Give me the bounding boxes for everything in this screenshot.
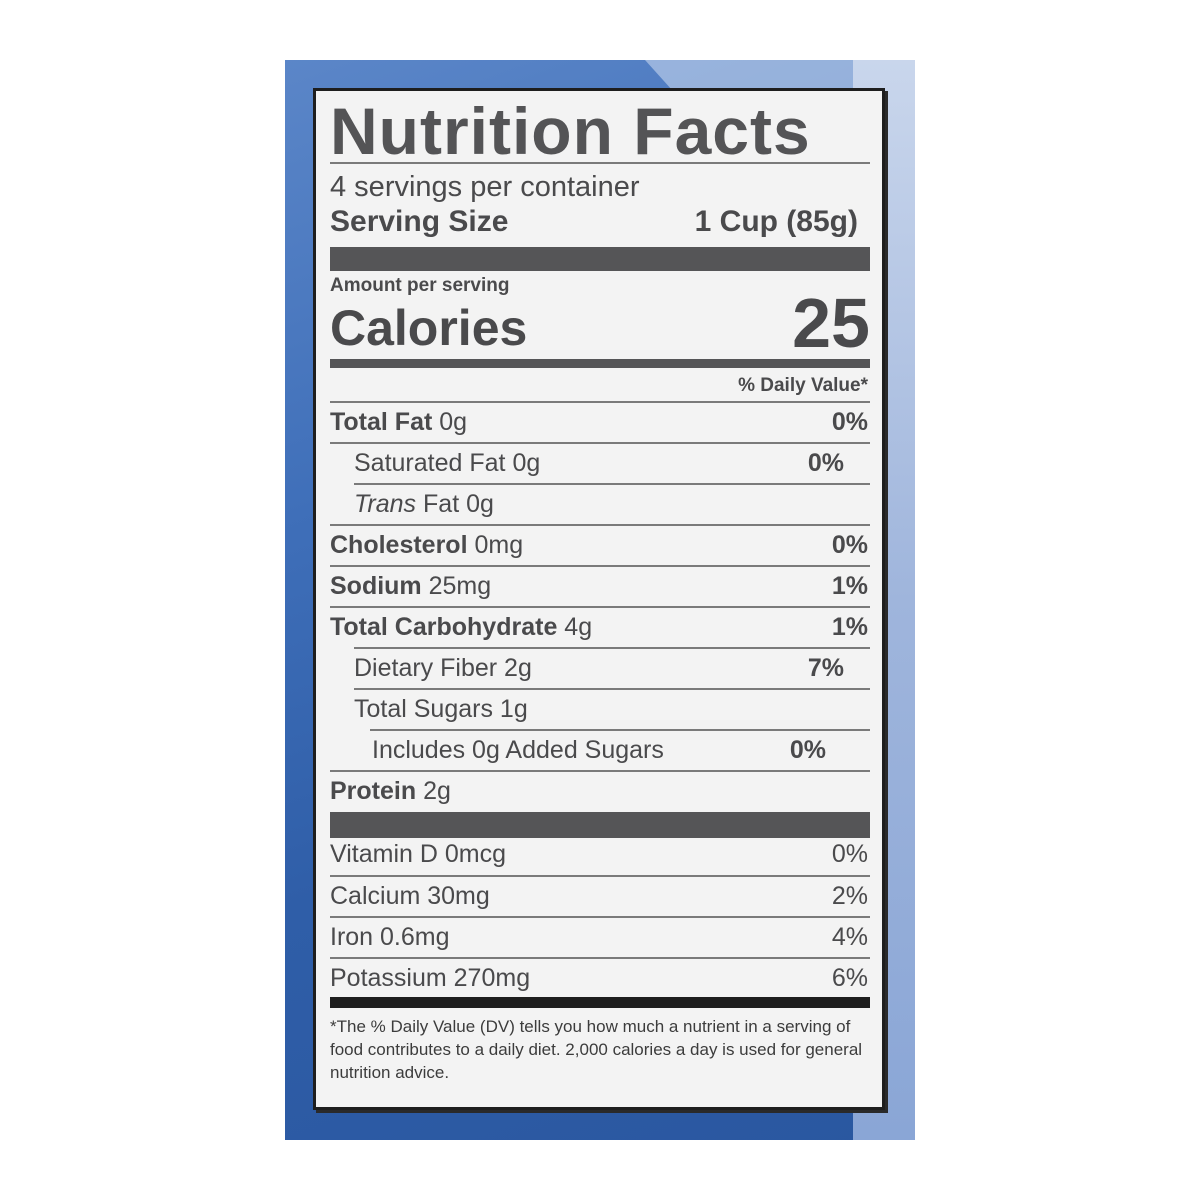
nutrient-row-cholesterol: Cholesterol 0mg 0% [330,525,868,566]
daily-value-header: % Daily Value* [738,375,868,396]
nutrient-row-trans-fat: Trans Fat 0g [330,484,868,525]
divider [354,688,870,690]
nutrient-name: Cholesterol [330,531,468,559]
nutrient-amount: 2g [423,777,451,805]
amount-per-serving: Amount per serving [330,275,510,296]
nutrient-name: Protein [330,777,417,805]
vitamin-row: Calcium 30mg 2% [330,876,868,917]
vitamin-row: Vitamin D 0mcg 0% [330,834,868,875]
nutrient-name: Total Carbohydrate [330,613,558,641]
nutrient-row-total-fat: Total Fat 0g 0% [330,402,868,443]
nutrient-dv: 0% [831,531,868,559]
divider [330,770,870,772]
footnote: *The % Daily Value (DV) tells you how mu… [330,1017,863,1082]
vitamin-dv: 4% [831,923,868,951]
nutrient-amount: 0g [512,449,541,477]
divider [354,647,870,649]
divider [330,957,870,959]
vitamin-name: Potassium 270mg [330,964,531,992]
divider [330,442,870,444]
vitamin-name: Vitamin D 0mcg [330,840,506,868]
nutrient-name: Total Sugars [354,695,493,723]
nutrient-dv: 0% [831,408,868,436]
divider [330,875,870,877]
nutrient-row-saturated-fat: Saturated Fat 0g 0% [330,443,868,484]
nutrient-amount: 2g [504,654,532,682]
nutrient-amount: 0g [439,408,468,436]
serving-size-label: Serving Size [330,205,509,238]
vitamin-row: Iron 0.6mg 4% [330,917,868,958]
medium-divider [330,997,870,1008]
vitamin-dv: 6% [831,964,868,992]
medium-divider [330,359,870,368]
calories-label: Calories [330,300,528,356]
nutrient-dv: 1% [831,572,868,600]
nutrient-amount: 4g [564,613,593,641]
nutrient-dv: 0% [789,736,826,764]
vitamin-dv: 2% [831,882,868,910]
nutrient-amount: 25mg [428,572,492,600]
divider [370,729,870,731]
nutrient-name: Total Fat [330,408,433,436]
divider [330,401,870,403]
nutrient-name: Dietary Fiber [354,654,498,682]
thick-divider [330,812,870,838]
nutrient-amount: Fat 0g [423,490,494,518]
nutrient-amount: 0mg [474,531,524,559]
serving-size-value: 1 Cup (85g) [694,205,858,238]
nutrient-name: Saturated Fat [354,449,506,477]
vitamin-name: Iron 0.6mg [330,923,450,951]
divider [354,483,870,485]
divider [330,162,870,164]
divider [330,565,870,567]
vitamin-row: Potassium 270mg 6% [330,958,868,999]
nutrient-row-total-carbohydrate: Total Carbohydrate 4g 1% [330,607,868,648]
nutrient-name: Trans [354,490,417,518]
nutrition-facts-label: Nutrition Facts 4 servings per container… [313,88,885,1110]
thick-divider [330,247,870,271]
nutrient-name: Includes 0g Added Sugars [372,736,664,764]
divider [330,524,870,526]
divider [330,606,870,608]
nutrient-dv: 1% [831,613,868,641]
nutrient-dv: 0% [807,449,844,477]
divider [330,916,870,918]
calories-value: 25 [792,284,870,362]
vitamin-name: Calcium 30mg [330,882,490,910]
nutrient-amount: 1g [499,695,528,723]
nutrient-name: Sodium [330,572,422,600]
nutrient-row-protein: Protein 2g [330,771,868,812]
nutrient-dv: 7% [807,654,844,682]
vitamin-dv: 0% [831,840,868,868]
nutrient-row-dietary-fiber: Dietary Fiber 2g 7% [330,648,868,689]
label-title: Nutrition Facts [330,94,811,168]
nutrient-row-added-sugars: Includes 0g Added Sugars 0% [330,730,868,771]
nutrient-row-total-sugars: Total Sugars 1g [330,689,868,730]
servings-per-container: 4 servings per container [330,171,640,203]
nutrient-row-sodium: Sodium 25mg 1% [330,566,868,607]
